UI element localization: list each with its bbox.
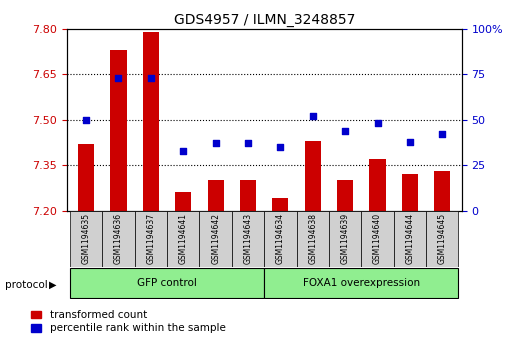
Point	[277, 144, 285, 150]
Text: protocol: protocol	[5, 280, 48, 290]
FancyBboxPatch shape	[200, 211, 232, 267]
Bar	[240, 180, 256, 211]
FancyBboxPatch shape	[297, 211, 329, 267]
FancyBboxPatch shape	[102, 211, 135, 267]
Text: GSM1194638: GSM1194638	[308, 213, 317, 264]
Bar	[402, 174, 418, 211]
Bar	[78, 144, 94, 211]
FancyBboxPatch shape	[70, 269, 264, 298]
Point	[244, 140, 252, 146]
Text: GSM1194641: GSM1194641	[179, 213, 188, 264]
Text: GSM1194643: GSM1194643	[244, 213, 252, 264]
Point	[147, 75, 155, 81]
Point	[179, 148, 187, 154]
Bar	[110, 50, 127, 211]
FancyBboxPatch shape	[70, 211, 102, 267]
Point	[406, 139, 414, 144]
Legend: transformed count, percentile rank within the sample: transformed count, percentile rank withi…	[31, 310, 226, 333]
Point	[114, 75, 123, 81]
Point	[341, 128, 349, 134]
FancyBboxPatch shape	[426, 211, 459, 267]
Bar	[305, 141, 321, 211]
Point	[309, 113, 317, 119]
Text: FOXA1 overexpression: FOXA1 overexpression	[303, 278, 420, 288]
FancyBboxPatch shape	[393, 211, 426, 267]
FancyBboxPatch shape	[329, 211, 361, 267]
Bar	[143, 32, 159, 211]
Title: GDS4957 / ILMN_3248857: GDS4957 / ILMN_3248857	[173, 13, 355, 26]
FancyBboxPatch shape	[361, 211, 393, 267]
FancyBboxPatch shape	[135, 211, 167, 267]
Bar	[272, 199, 288, 211]
Text: GSM1194644: GSM1194644	[405, 213, 415, 264]
Text: GSM1194639: GSM1194639	[341, 213, 350, 264]
Point	[438, 131, 446, 137]
Point	[373, 121, 382, 126]
Text: GSM1194635: GSM1194635	[82, 213, 91, 264]
Text: GSM1194637: GSM1194637	[146, 213, 155, 264]
Text: GFP control: GFP control	[137, 278, 197, 288]
Text: GSM1194640: GSM1194640	[373, 213, 382, 264]
FancyBboxPatch shape	[232, 211, 264, 267]
FancyBboxPatch shape	[264, 269, 459, 298]
Bar	[175, 192, 191, 211]
Point	[82, 117, 90, 123]
Text: ▶: ▶	[49, 280, 56, 290]
Bar	[208, 180, 224, 211]
FancyBboxPatch shape	[167, 211, 200, 267]
Bar	[369, 159, 386, 211]
Bar	[337, 180, 353, 211]
FancyBboxPatch shape	[264, 211, 297, 267]
Bar	[434, 171, 450, 211]
Text: GSM1194634: GSM1194634	[276, 213, 285, 264]
Text: GSM1194645: GSM1194645	[438, 213, 447, 264]
Text: GSM1194642: GSM1194642	[211, 213, 220, 264]
Point	[211, 140, 220, 146]
Text: GSM1194636: GSM1194636	[114, 213, 123, 264]
